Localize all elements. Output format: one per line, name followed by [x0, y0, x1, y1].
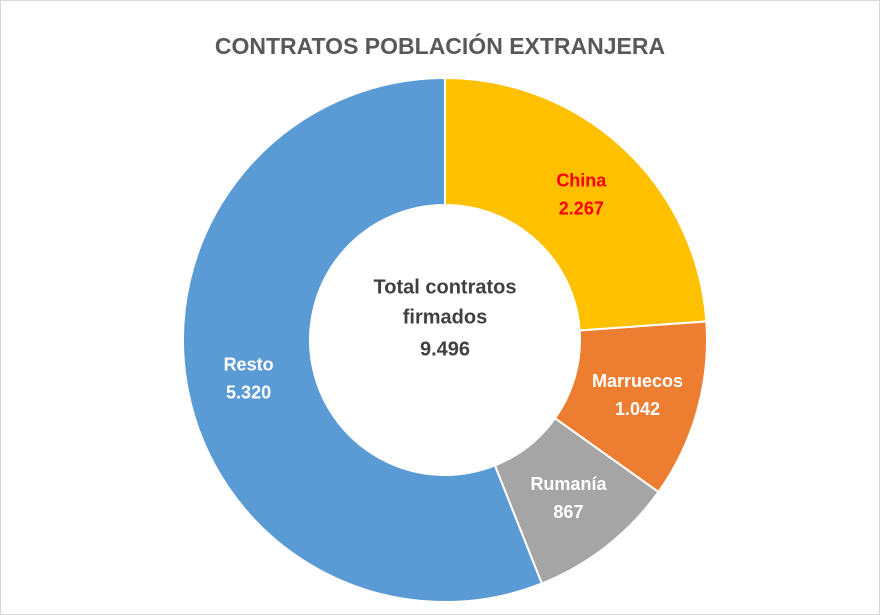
segment-category: Marruecos [592, 371, 683, 391]
segment-value: 1.042 [615, 399, 660, 419]
segment-category: Rumanía [530, 474, 607, 494]
segment-value: 2.267 [559, 198, 604, 218]
chart-title: CONTRATOS POBLACIÓN EXTRANJERA [215, 32, 665, 59]
center-title: firmados [403, 306, 487, 328]
center-title: Total contratos [374, 276, 517, 298]
center-total: 9.496 [420, 338, 470, 360]
segment-value: 867 [553, 502, 583, 522]
segment-category: Resto [224, 354, 274, 374]
segment-value: 5.320 [226, 382, 271, 402]
segment-category: China [556, 170, 607, 190]
donut-segment [444, 76, 708, 332]
donut-segment [182, 76, 544, 603]
